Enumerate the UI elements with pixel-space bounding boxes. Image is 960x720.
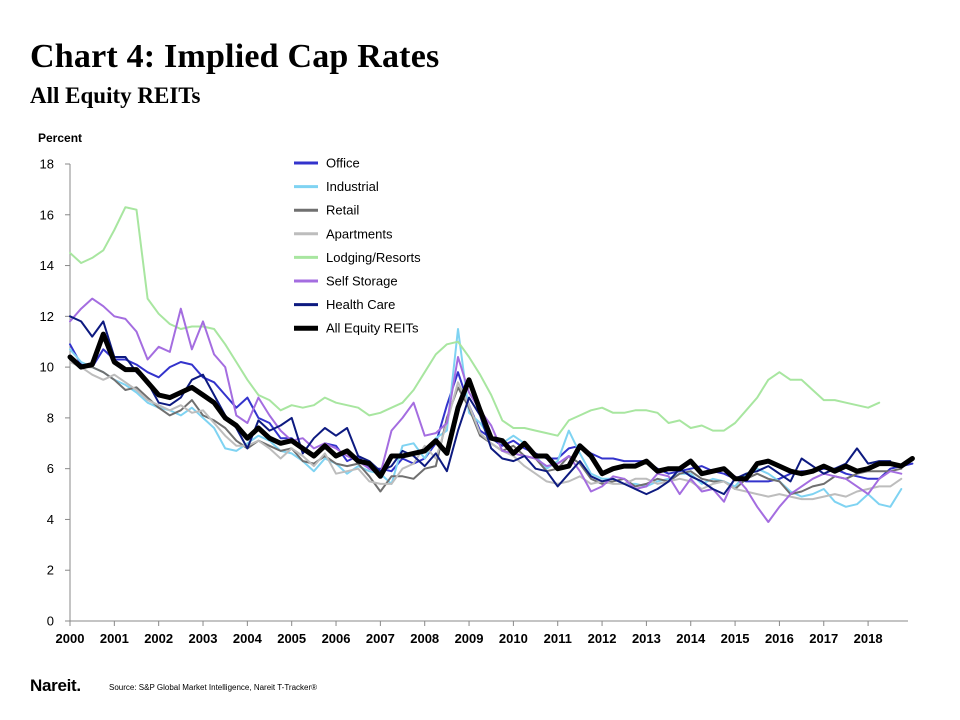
series-lines: [67, 206, 915, 523]
x-tick-label: 2005: [277, 631, 306, 646]
legend-label-self-storage: Self Storage: [326, 274, 398, 289]
legend-label-lodging-resorts: Lodging/Resorts: [326, 250, 421, 265]
x-tick-label: 2012: [588, 631, 617, 646]
x-tick-label: 2018: [854, 631, 883, 646]
y-tick-label: 8: [47, 410, 54, 425]
x-tick-label: 2014: [676, 631, 706, 646]
x-tick-label: 2017: [809, 631, 838, 646]
x-tick-label: 2004: [233, 631, 263, 646]
x-tick-label: 2011: [544, 631, 572, 646]
x-tick-label: 2001: [100, 631, 129, 646]
legend-label-retail: Retail: [326, 203, 359, 218]
y-tick-label: 12: [40, 309, 54, 324]
y-tick-label: 10: [40, 360, 54, 375]
x-tick-label: 2007: [366, 631, 395, 646]
y-tick-label: 16: [40, 207, 54, 222]
legend-label-apartments: Apartments: [326, 226, 393, 241]
x-tick-label: 2006: [322, 631, 351, 646]
source-note: Source: S&P Global Market Intelligence, …: [109, 683, 318, 692]
axes: 0 2 4 6 8 10 12 14 16 18 2000 2001 2002 2003 2004 2005 2…: [40, 157, 908, 646]
chart-title: Chart 4: Implied Cap Rates: [30, 38, 440, 75]
legend-label-all-equity-reits: All Equity REITs: [326, 321, 419, 336]
chart-subtitle: All Equity REITs: [30, 83, 201, 108]
legend-label-office: Office: [326, 156, 360, 171]
x-tick-label: 2013: [632, 631, 661, 646]
x-tick-label: 2000: [56, 631, 85, 646]
x-tick-label: 2016: [765, 631, 794, 646]
y-tick-label: 6: [47, 461, 54, 476]
legend-label-health-care: Health Care: [326, 297, 395, 312]
x-tick-label: 2003: [189, 631, 218, 646]
y-tick-label: 4: [47, 512, 54, 527]
x-tick-label: 2015: [721, 631, 750, 646]
x-tick-label: 2008: [410, 631, 439, 646]
series-line-all-equity-reits: [67, 331, 915, 482]
y-tick-label: 14: [40, 258, 54, 273]
y-tick-label: 2: [47, 563, 54, 578]
y-axis-label: Percent: [38, 131, 82, 145]
series-line-apartments: [69, 361, 903, 501]
y-tick-label: 18: [40, 157, 54, 172]
y-tick-label: 0: [47, 614, 54, 629]
nareit-logo: Nareit.: [30, 676, 81, 695]
x-tick-label: 2009: [455, 631, 484, 646]
x-tick-label: 2010: [499, 631, 528, 646]
legend: Office Industrial Retail Apartments Lodging/…: [294, 156, 421, 336]
x-tick-label: 2002: [144, 631, 173, 646]
legend-label-industrial: Industrial: [326, 179, 379, 194]
